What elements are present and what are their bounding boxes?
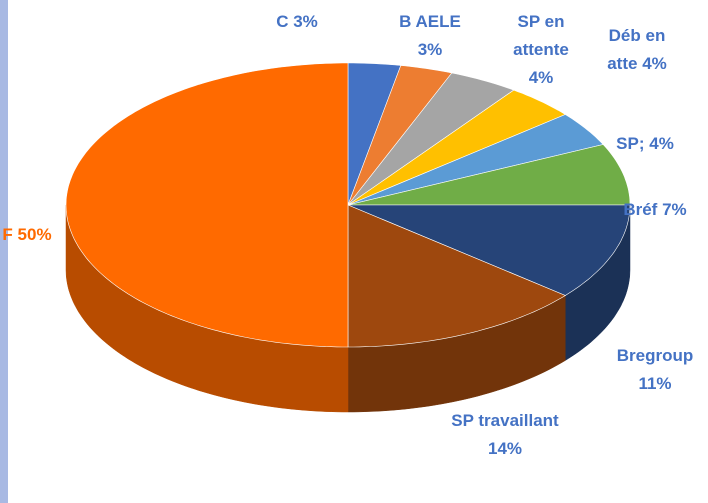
data-label: Déb en atte 4% (597, 22, 677, 78)
slice (347, 89, 566, 206)
data-label: F 50% (0, 221, 54, 249)
category-label: Bregroup (616, 346, 694, 365)
value-label: 4% (642, 54, 667, 73)
category-label: Déb en atte (607, 26, 666, 73)
category-label: SP; (616, 134, 645, 153)
data-label: SP en attente 4% (501, 8, 581, 92)
category-label: SP en attente (513, 12, 569, 59)
value-label: 14% (487, 439, 523, 458)
value-label: 3% (293, 12, 318, 31)
value-label: 7% (662, 200, 687, 219)
category-label: Bréf (623, 200, 658, 219)
slice (347, 204, 631, 296)
value-label: 11% (638, 374, 672, 393)
slice (347, 72, 515, 206)
left-strip (0, 0, 8, 503)
slice (347, 114, 604, 206)
slice (347, 65, 453, 206)
category-label: B AELE (399, 12, 461, 31)
value-label: 3% (417, 40, 443, 59)
category-label: SP travaillant (451, 411, 559, 430)
data-label: B AELE 3% (385, 8, 475, 64)
slice (347, 144, 631, 206)
data-label: SP; 4% (600, 130, 690, 158)
data-label: Bréf 7% (620, 196, 690, 224)
category-label: C (276, 12, 289, 31)
data-label: C 3% (267, 8, 327, 36)
data-label: Bregroup 11% (600, 342, 708, 398)
data-label: SP travaillant 14% (445, 407, 565, 463)
category-label: F (2, 225, 13, 244)
value-label: 4% (649, 134, 674, 153)
value-label: 4% (528, 68, 554, 87)
slice (347, 204, 566, 348)
slice (65, 62, 349, 348)
value-label: 50% (17, 225, 52, 244)
